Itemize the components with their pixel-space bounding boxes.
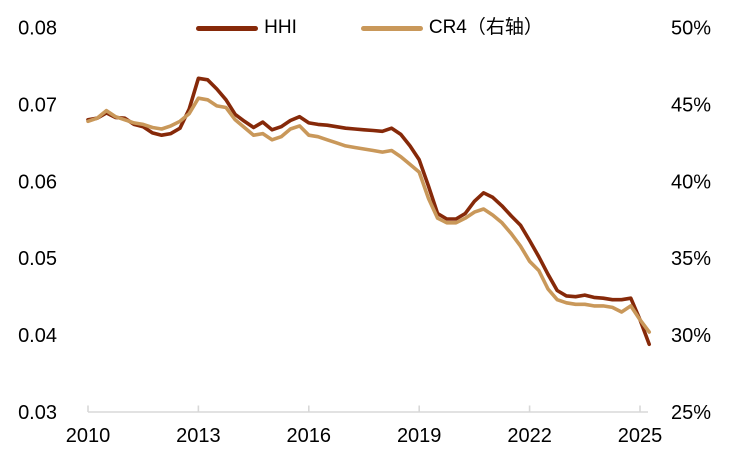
hhi-line-swatch (196, 25, 259, 31)
svg-text:2022: 2022 (507, 425, 552, 447)
left-axis-tick-labels: 0.08 0.07 0.06 0.05 0.04 0.03 (18, 18, 57, 425)
svg-text:2013: 2013 (176, 425, 221, 447)
legend-item-hhi: HHI (196, 17, 297, 39)
legend-label-hhi: HHI (264, 17, 297, 38)
svg-text:0.08: 0.08 (18, 18, 57, 40)
svg-text:2025: 2025 (618, 425, 663, 447)
svg-text:2016: 2016 (287, 425, 332, 447)
series-line-hhi (86, 76, 652, 347)
series-lines (86, 76, 652, 347)
svg-text:0.04: 0.04 (18, 325, 57, 347)
svg-text:45%: 45% (671, 94, 711, 116)
svg-text:2019: 2019 (397, 425, 442, 447)
series-line-cr4 (86, 96, 652, 334)
x-axis (87, 405, 648, 413)
svg-text:0.07: 0.07 (18, 94, 57, 116)
svg-text:30%: 30% (671, 325, 711, 347)
svg-text:25%: 25% (671, 402, 711, 424)
svg-text:0.05: 0.05 (18, 248, 57, 270)
right-axis-tick-labels: 50% 45% 40% 35% 30% 25% (671, 18, 711, 425)
svg-text:0.03: 0.03 (18, 402, 57, 424)
chart-legend: HHI CR4（右轴） (0, 17, 739, 39)
svg-text:40%: 40% (671, 171, 711, 193)
svg-text:35%: 35% (671, 248, 711, 270)
svg-text:2010: 2010 (66, 425, 111, 447)
cr4-line-swatch (360, 25, 423, 31)
svg-text:0.06: 0.06 (18, 171, 57, 193)
legend-item-cr4: CR4（右轴） (360, 17, 543, 39)
x-axis-tick-labels: 2010 2013 2016 2019 2022 2025 (66, 425, 663, 447)
legend-label-cr4: CR4（右轴） (428, 17, 543, 38)
svg-text:50%: 50% (671, 18, 711, 40)
